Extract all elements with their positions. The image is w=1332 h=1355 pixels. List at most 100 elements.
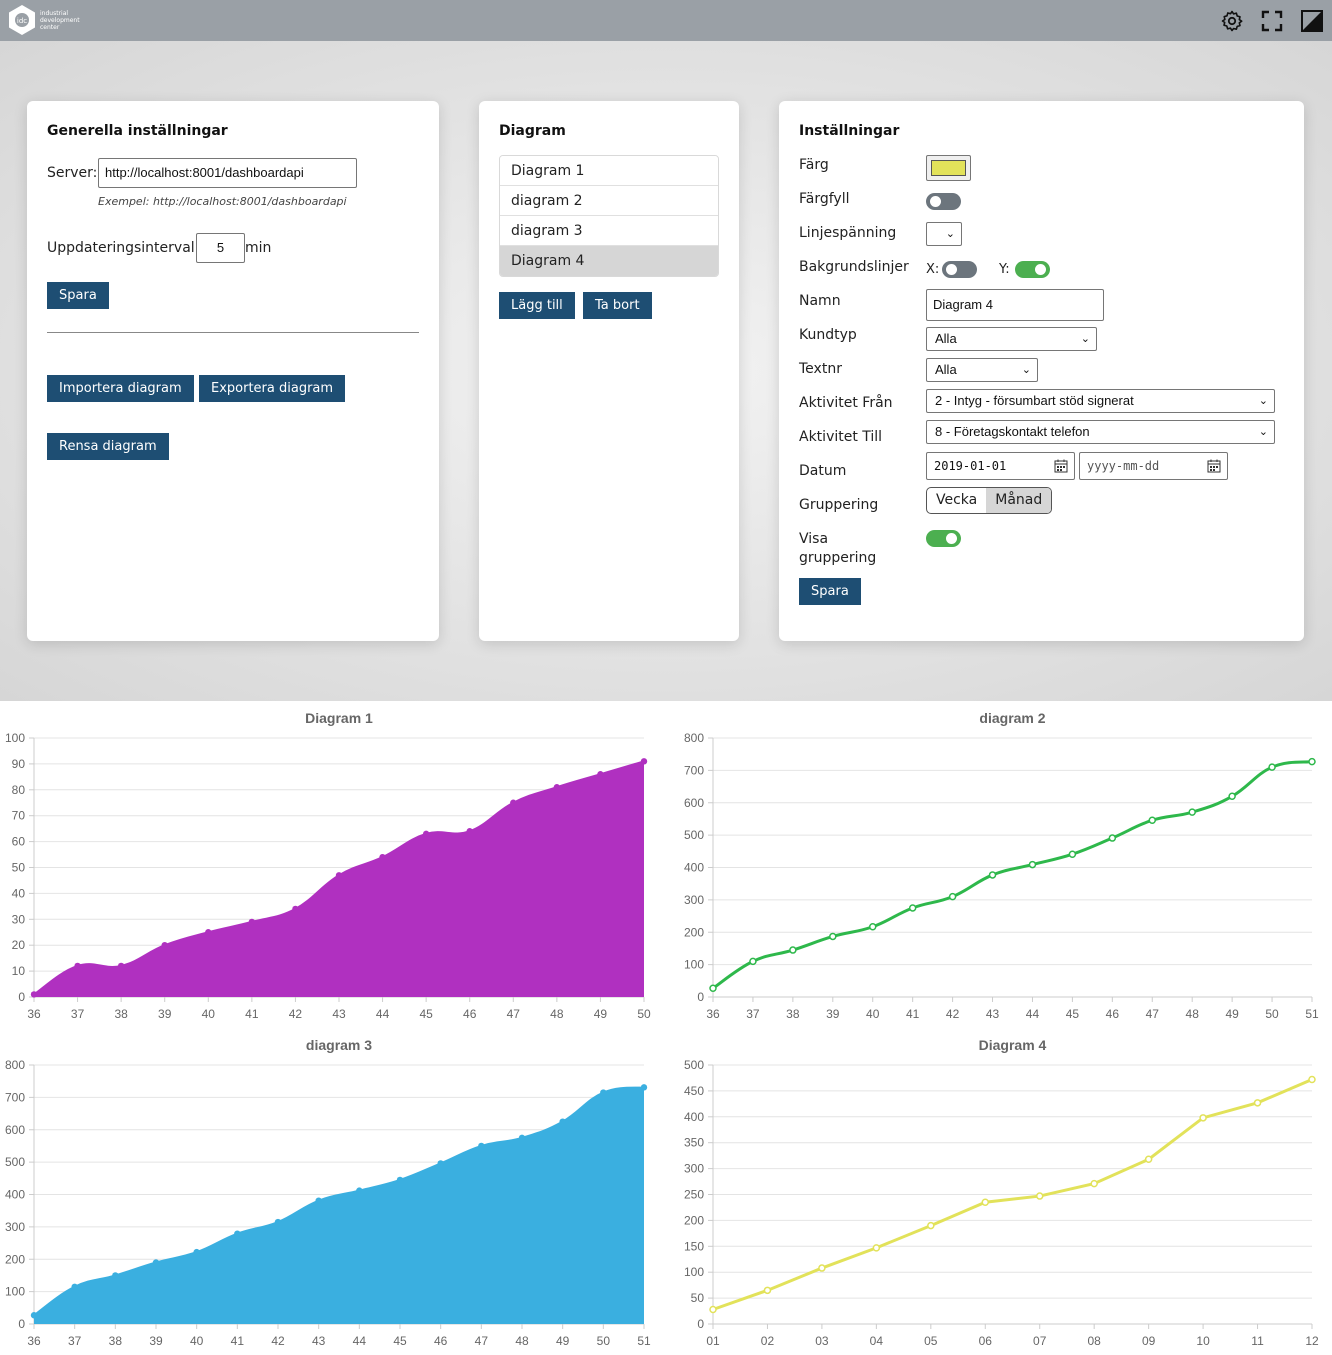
x-tick-label: 44	[1026, 1007, 1040, 1021]
x-tick-label: 51	[1305, 1007, 1319, 1021]
x-tick-label: 11	[1251, 1334, 1264, 1348]
date-from-input[interactable]: 2019-01-01	[926, 452, 1075, 480]
color-picker[interactable]	[926, 155, 971, 181]
logo-text-line: industrial	[40, 10, 69, 17]
textnr-select[interactable]: Alla ⌄	[926, 358, 1038, 382]
customer-type-label: Kundtyp	[799, 327, 857, 343]
x-tick-label: 46	[463, 1007, 477, 1021]
x-tick-label: 39	[826, 1007, 840, 1021]
customer-type-value: Alla	[935, 331, 957, 346]
general-settings-title: Generella inställningar	[47, 123, 228, 139]
show-grouping-toggle[interactable]	[926, 530, 961, 547]
fill-toggle[interactable]	[926, 193, 961, 210]
x-tick-label: 41	[245, 1007, 259, 1021]
remove-diagram-button[interactable]: Ta bort	[583, 292, 652, 319]
grid-x-toggle[interactable]	[942, 261, 977, 278]
add-diagram-button[interactable]: Lägg till	[499, 292, 575, 319]
import-diagram-button[interactable]: Importera diagram	[47, 375, 194, 402]
server-input[interactable]: http://localhost:8001/dashboardapi	[98, 158, 357, 188]
x-tick-label: 39	[158, 1007, 172, 1021]
data-point	[274, 1218, 282, 1226]
calendar-icon[interactable]	[1207, 459, 1221, 473]
export-diagram-button[interactable]: Exportera diagram	[199, 375, 346, 402]
y-tick-label: 700	[5, 1090, 25, 1104]
data-point	[193, 1248, 200, 1256]
show-grouping-label: Visa	[799, 531, 829, 547]
chart-diagram-2: diagram 2 0 100 200 300 400 500 600 700 800 36 37 38…	[684, 710, 1319, 1021]
diagram-list-item[interactable]: diagram 3	[500, 216, 718, 246]
x-tick-label: 09	[1142, 1334, 1156, 1348]
x-tick-label: 47	[1146, 1007, 1160, 1021]
x-tick-label: 47	[475, 1334, 489, 1348]
x-tick-label: 43	[986, 1007, 1000, 1021]
y-tick-label: 0	[697, 990, 704, 1004]
x-tick-label: 38	[786, 1007, 800, 1021]
save-general-button[interactable]: Spara	[47, 282, 109, 309]
x-tick-label: 36	[27, 1334, 41, 1348]
fullscreen-icon[interactable]	[1260, 9, 1284, 33]
x-tick-label: 48	[515, 1334, 529, 1348]
grid-y-toggle[interactable]	[1015, 261, 1050, 278]
gear-icon[interactable]	[1220, 9, 1244, 33]
data-point	[597, 771, 604, 778]
y-tick-label: 500	[5, 1155, 25, 1169]
data-point	[315, 1197, 322, 1204]
x-tick-label: 46	[434, 1334, 448, 1348]
x-tick-label: 07	[1033, 1334, 1047, 1348]
chart-title: diagram 3	[306, 1037, 372, 1053]
grouping-option-week[interactable]: Vecka	[936, 492, 978, 508]
data-point	[709, 984, 717, 993]
data-point	[988, 871, 997, 879]
activity-from-select[interactable]: 2 - Intyg - försumbart stöd signerat ⌄	[926, 389, 1275, 413]
tension-select[interactable]: ⌄	[926, 222, 962, 246]
y-tick-label: 200	[5, 1252, 25, 1266]
y-tick-label: 300	[5, 1220, 25, 1234]
diagram-list-item[interactable]: Diagram 1	[500, 156, 718, 186]
y-tick-label: 40	[12, 886, 26, 900]
y-tick-label: 450	[684, 1084, 704, 1098]
data-point	[1028, 860, 1037, 869]
interval-label: Uppdateringsinterval:	[47, 240, 200, 256]
logo-hexagon-icon: idc	[9, 5, 35, 35]
name-input[interactable]: Diagram 4	[926, 289, 1104, 321]
y-tick-label: 200	[684, 1213, 704, 1227]
data-point	[872, 1244, 881, 1252]
grouping-option-month[interactable]: Månad	[986, 488, 1052, 513]
diagram-list-item[interactable]: diagram 2	[500, 186, 718, 216]
x-tick-label: 08	[1088, 1334, 1102, 1348]
y-tick-label: 30	[12, 912, 26, 926]
x-tick-label: 42	[946, 1007, 960, 1021]
y-tick-label: 800	[684, 731, 704, 745]
y-tick-label: 100	[684, 1265, 704, 1279]
date-to-input[interactable]: yyyy-mm-dd	[1079, 452, 1228, 480]
data-point	[466, 828, 473, 835]
data-point	[248, 918, 256, 926]
activity-to-select[interactable]: 8 - Företagskontakt telefon ⌄	[926, 420, 1275, 444]
y-tick-label: 600	[5, 1123, 25, 1137]
x-tick-label: 50	[1265, 1007, 1279, 1021]
contrast-icon[interactable]	[1300, 9, 1324, 33]
x-tick-label: 37	[746, 1007, 760, 1021]
grid-y-label: Y:	[999, 262, 1010, 277]
fill-label: Färgfyll	[799, 191, 850, 207]
show-grouping-label-cont: gruppering	[799, 550, 877, 566]
interval-input[interactable]: 5	[196, 233, 245, 263]
data-point	[71, 1283, 78, 1290]
clear-diagram-button[interactable]: Rensa diagram	[47, 433, 169, 460]
x-tick-label: 48	[550, 1007, 564, 1021]
diagram-list-item-selected[interactable]: Diagram 4	[500, 246, 718, 276]
data-point	[1068, 850, 1077, 858]
diagram-list-title: Diagram	[499, 123, 566, 139]
save-settings-button[interactable]: Spara	[799, 578, 861, 605]
data-point	[600, 1089, 607, 1096]
series-line	[33, 1086, 645, 1317]
data-point	[161, 942, 168, 949]
chart-title: Diagram 1	[305, 710, 373, 726]
x-tick-label: 48	[1186, 1007, 1200, 1021]
calendar-icon[interactable]	[1054, 459, 1068, 473]
date-label: Datum	[799, 463, 847, 479]
data-point	[30, 991, 38, 998]
customer-type-select[interactable]: Alla ⌄	[926, 327, 1097, 351]
logo-text: industrial development center	[40, 10, 80, 31]
y-tick-label: 0	[697, 1317, 704, 1331]
